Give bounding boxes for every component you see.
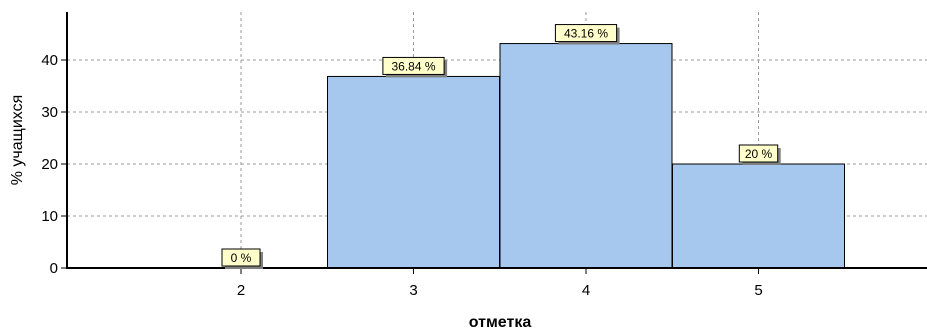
y-tick-label: 0 xyxy=(50,260,58,277)
data-label-box xyxy=(738,144,779,163)
bar-3 xyxy=(327,75,500,269)
y-tick-label: 40 xyxy=(41,52,58,69)
data-label-box xyxy=(554,24,618,43)
data-label-box xyxy=(382,56,445,75)
y-axis-title: % учащихся xyxy=(9,95,26,186)
ticks-group: 0 10 20 30 40 2 3 4 5 xyxy=(41,52,762,299)
x-axis-title: отметка xyxy=(469,314,532,331)
data-label: 36.84 % xyxy=(391,59,435,73)
x-tick-label: 4 xyxy=(582,282,590,299)
axes-group xyxy=(66,12,927,269)
data-label-box xyxy=(221,248,261,267)
data-label: 0 % xyxy=(231,251,252,265)
data-label: 20 % xyxy=(745,147,773,161)
data-label: 43.16 % xyxy=(564,27,608,41)
y-tick-label: 10 xyxy=(41,208,58,225)
x-tick-label: 3 xyxy=(409,282,417,299)
data-labels-group: 0 % 36.84 % 43.16 % 20 % xyxy=(221,24,781,269)
y-tick-label: 30 xyxy=(41,104,58,121)
x-tick-label: 5 xyxy=(754,282,762,299)
bar-5 xyxy=(672,163,845,269)
y-tick-label: 20 xyxy=(41,156,58,173)
x-tick-label: 2 xyxy=(237,282,245,299)
bar-4 xyxy=(499,43,673,269)
